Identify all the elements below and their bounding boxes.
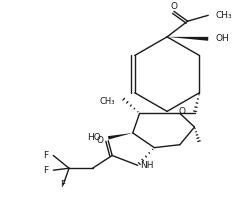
Text: O: O [170,2,177,11]
Text: NH: NH [141,161,154,170]
Text: F: F [43,151,48,160]
Text: CH₃: CH₃ [215,11,232,20]
Text: O: O [96,136,103,145]
Text: F: F [43,166,48,175]
Text: F: F [60,180,66,189]
Text: OH: OH [215,34,229,43]
Text: CH₃: CH₃ [100,97,115,106]
Polygon shape [167,37,208,41]
Polygon shape [108,133,133,140]
Text: O: O [178,107,185,116]
Text: HO: HO [87,133,100,142]
